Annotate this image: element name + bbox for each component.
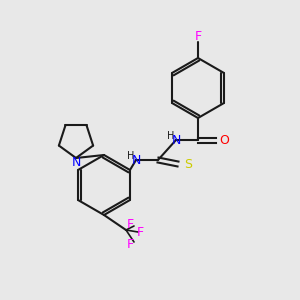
Text: H: H (167, 131, 175, 141)
Text: F: F (126, 218, 134, 230)
Text: N: N (71, 157, 81, 169)
Text: F: F (194, 29, 202, 43)
Text: O: O (219, 134, 229, 146)
Text: N: N (171, 134, 181, 146)
Text: F: F (136, 226, 144, 238)
Text: N: N (131, 154, 141, 166)
Text: H: H (127, 151, 135, 161)
Text: S: S (184, 158, 192, 170)
Text: F: F (126, 238, 134, 250)
